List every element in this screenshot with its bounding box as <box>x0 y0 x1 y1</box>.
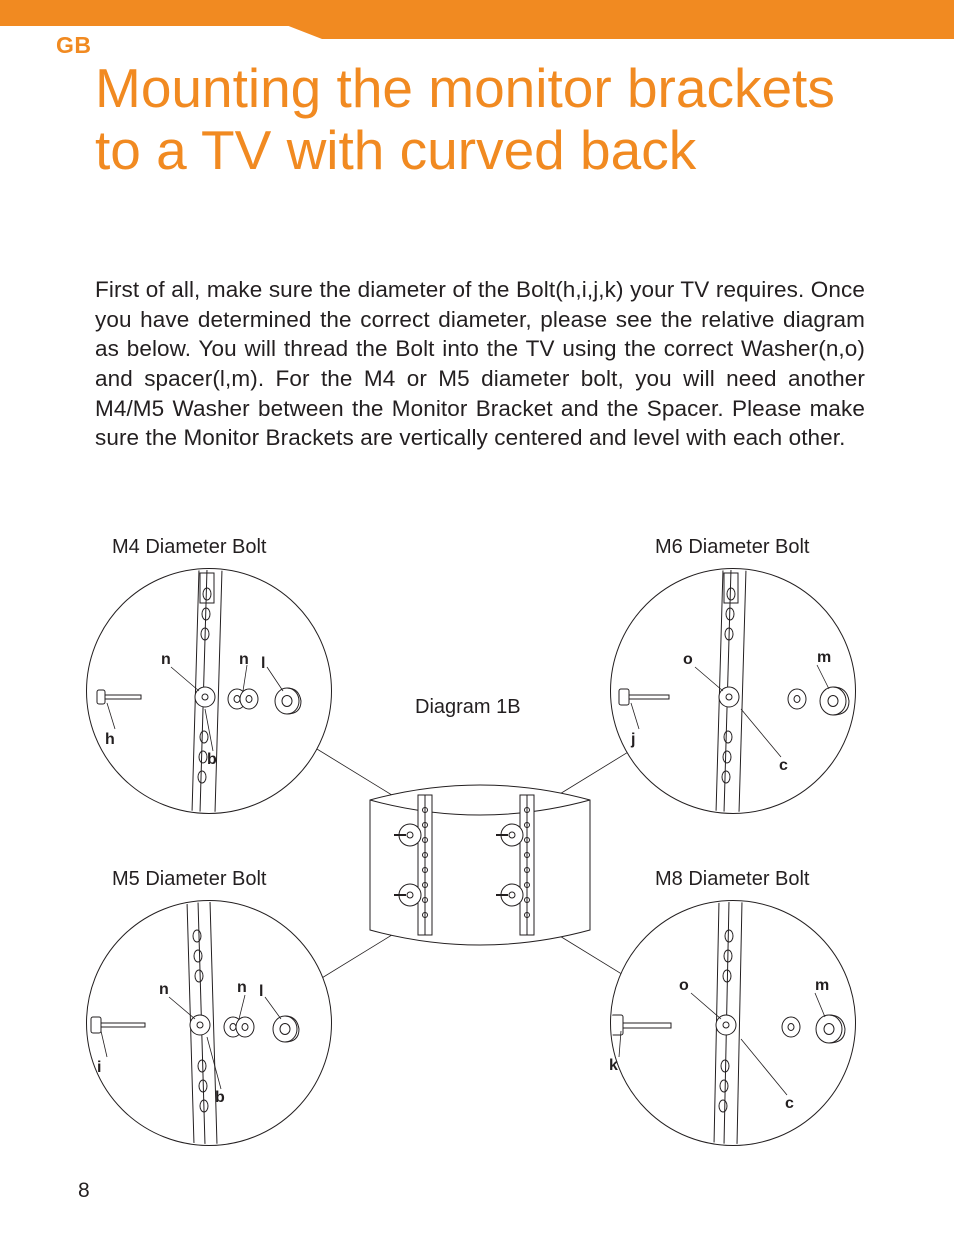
center-tv-diagram <box>350 740 610 970</box>
q2-washer-b: n <box>237 979 247 997</box>
q3-spacer: m <box>815 977 829 995</box>
q0-bracket: b <box>207 751 217 769</box>
q2-detail-icon <box>87 901 331 1145</box>
q2-spacer: l <box>259 983 263 1001</box>
q2-bolt: i <box>97 1059 101 1077</box>
q3-washer: o <box>679 977 689 995</box>
q3-bracket: c <box>785 1095 794 1113</box>
q0-spacer: l <box>261 655 265 673</box>
q0-washer-b: n <box>239 651 249 669</box>
q1-bolt: j <box>631 731 635 749</box>
q1-bracket: c <box>779 757 788 775</box>
q0-circle: n n l h b <box>86 568 332 814</box>
q1-circle: o m j c <box>610 568 856 814</box>
q3-detail-icon <box>611 901 855 1145</box>
q2-circle: n n l i b <box>86 900 332 1146</box>
q3-circle: o m k c <box>610 900 856 1146</box>
diagrams-area: M4 Diameter Bolt M6 Diameter Bolt M5 Dia… <box>0 530 954 1190</box>
q2-bracket: b <box>215 1089 225 1107</box>
q1-detail-icon <box>611 569 855 813</box>
q2-washer-a: n <box>159 981 169 999</box>
header-tab-slant <box>286 25 322 39</box>
q0-detail-icon <box>87 569 331 813</box>
q3-bolt: k <box>609 1057 618 1075</box>
body-paragraph: First of all, make sure the diameter of … <box>95 275 865 453</box>
page-title: Mounting the monitor brackets to a TV wi… <box>95 58 885 181</box>
language-tag: GB <box>56 32 92 59</box>
q0-washer-a: n <box>161 651 171 669</box>
page-number: 8 <box>78 1179 90 1203</box>
q1-washer: o <box>683 651 693 669</box>
q0-bolt: h <box>105 731 115 749</box>
header-bar <box>0 0 954 26</box>
header-tab <box>322 25 954 39</box>
q1-spacer: m <box>817 649 831 667</box>
